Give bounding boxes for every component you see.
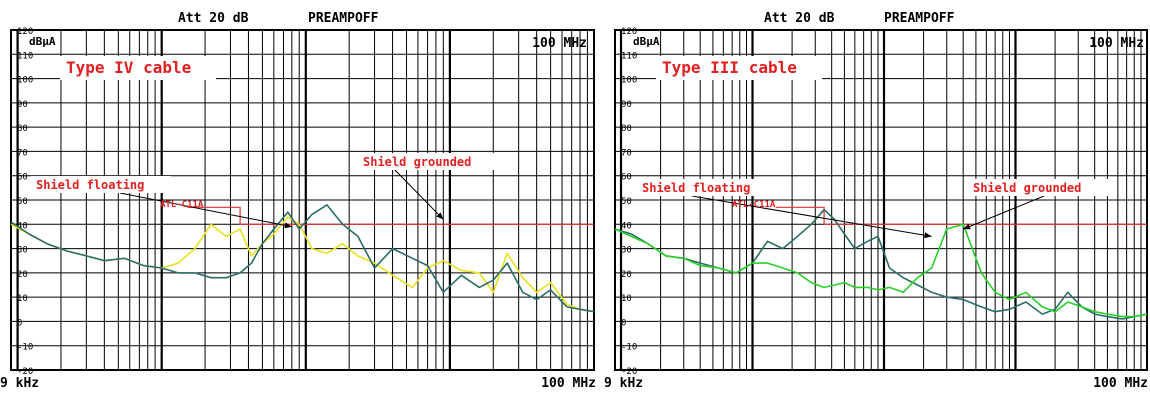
annotation-shield-grounded: Shield grounded (363, 155, 471, 169)
x-start-label: 9 kHz (604, 376, 643, 391)
unit-label: dBμA (29, 35, 56, 48)
y-tick-label: 80 (621, 124, 632, 134)
grid (11, 30, 594, 370)
y-tick-label: 70 (17, 148, 28, 158)
y-tick-label: 120 (621, 27, 637, 37)
annotation-arrows (119, 169, 444, 229)
cable-label: Type IV cable (66, 58, 191, 77)
limit-line (187, 206, 594, 225)
annotation-shield-grounded: Shield grounded (973, 181, 1081, 195)
att-label: Att 20 dB (764, 11, 835, 26)
x-start-label: 9 kHz (0, 376, 39, 391)
y-tick-label: 20 (17, 270, 28, 280)
chart-panel-type-iv: 120 110 100 90 80 70 60 50 40 30 20 10 0 -10 -20 Att 2… (0, 11, 596, 391)
series-group (614, 208, 1148, 320)
limit-line-path (775, 206, 1147, 225)
annotation-arrow-line (691, 195, 932, 237)
limit-line-label: ATL-C11A (732, 200, 776, 210)
att-label: Att 20 dB (178, 11, 249, 26)
y-tick-label: 40 (621, 221, 632, 231)
y-tick-label: -20 (621, 367, 637, 377)
series-group (10, 204, 595, 313)
y-tick-label: 0 (621, 318, 626, 328)
y-tick-label: 120 (17, 27, 33, 37)
annotation-box-grounded (968, 179, 1110, 196)
annotation-arrow-line (962, 195, 1045, 230)
y-tick-label: 100 (621, 76, 637, 86)
limit-line-path (187, 206, 594, 225)
y-tick-label: 40 (17, 221, 28, 231)
chart-panel-type-iii: 120 110 100 90 80 70 60 50 40 30 20 10 0 -10 -20 Att 2… (604, 0, 1150, 392)
y-tick-label: 30 (17, 246, 28, 256)
x-end-label: 100 MHz (541, 376, 596, 391)
y-tick-label: 90 (621, 100, 632, 110)
y-tick-label: -20 (17, 367, 33, 377)
y-tick-label: -10 (621, 343, 637, 353)
y-tick-label: 30 (621, 246, 632, 256)
x-end-label: 100 MHz (1093, 376, 1148, 391)
cable-label-box (656, 56, 822, 80)
y-tick-label: 60 (621, 173, 632, 183)
cable-label-box (60, 56, 216, 80)
corner-freq-label: 100 MHz (1089, 36, 1144, 51)
series-line-1 (614, 223, 1148, 318)
y-tick-label: -10 (17, 343, 33, 353)
y-tick-label: 50 (17, 197, 28, 207)
y-tick-label: 10 (621, 294, 632, 304)
annotation-box-floating (31, 176, 171, 193)
y-tick-label: 60 (17, 173, 28, 183)
limit-line-label: ATL-C11A (160, 200, 204, 210)
cable-label: Type III cable (662, 58, 797, 77)
preamp-label: PREAMPOFF (884, 11, 955, 26)
y-tick-label: 100 (17, 76, 33, 86)
y-tick-label: 50 (621, 197, 632, 207)
y-tick-label: 110 (621, 51, 637, 61)
preamp-label: PREAMPOFF (308, 11, 379, 26)
annotation-arrow-line (119, 192, 292, 228)
y-tick-label: 70 (621, 148, 632, 158)
y-tick-label: 110 (17, 51, 33, 61)
y-tick-label: 10 (17, 294, 28, 304)
y-tick-label: 20 (621, 270, 632, 280)
annotation-arrow-head (963, 223, 971, 230)
y-tick-label: 0 (17, 318, 22, 328)
annotation-box-grounded (358, 153, 500, 170)
y-tick-label: 80 (17, 124, 28, 134)
annotation-box-floating (637, 179, 777, 196)
series-line-1 (10, 204, 595, 313)
annotation-arrow-head (924, 232, 932, 239)
annotation-arrows (691, 195, 1045, 239)
annotation-arrow-line (394, 169, 444, 220)
annotation-shield-floating: Shield floating (642, 181, 750, 195)
limit-line (775, 206, 1147, 225)
y-tick-label: 90 (17, 100, 28, 110)
annotation-shield-floating: Shield floating (36, 178, 144, 192)
annotation-arrow-head (284, 222, 292, 229)
corner-freq-label: 100 MHz (532, 36, 587, 51)
annotation-arrow-head (436, 212, 444, 220)
unit-label: dBμA (633, 35, 660, 48)
